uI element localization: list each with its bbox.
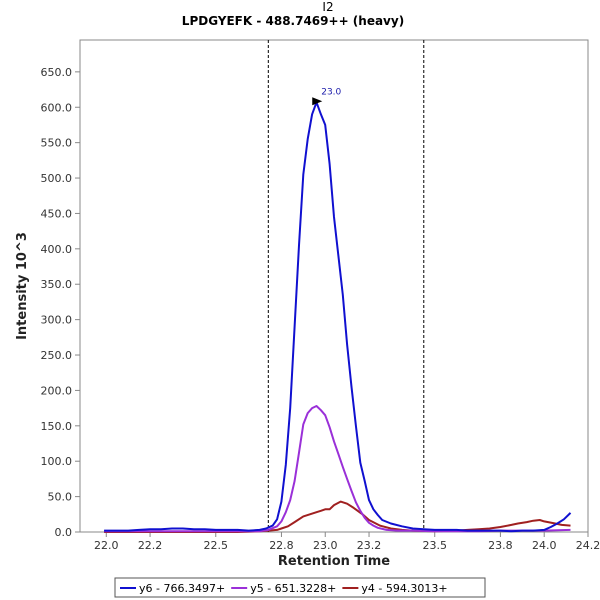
- chart-title: I2: [322, 0, 333, 14]
- y-tick-label: 0.0: [55, 526, 73, 539]
- legend-box: [114, 577, 486, 598]
- x-tick-label: 22.0: [94, 539, 119, 552]
- x-tick-label: 22.5: [204, 539, 229, 552]
- y-tick-label: 550.0: [41, 137, 73, 150]
- y-tick-label: 100.0: [41, 455, 73, 468]
- x-tick-label: 23.5: [422, 539, 447, 552]
- y-axis-label: Intensity 10^3: [15, 232, 30, 340]
- y-tick-label: 600.0: [41, 101, 73, 114]
- y-tick-label: 500.0: [41, 172, 73, 185]
- series-line: [104, 101, 572, 533]
- legend: y6 - 766.3497+ y5 - 651.3228+ y4 - 594.301…: [114, 577, 486, 598]
- x-axis: 22.0 22.2 22.5 22.8 23.0 23.2 23.5 23.8 24.0 24.2: [94, 532, 600, 552]
- y-tick-label: 300.0: [41, 314, 73, 327]
- x-tick-label: 22.2: [138, 539, 163, 552]
- chart-subtitle: LPDGYEFK - 488.7469++ (heavy): [182, 14, 404, 28]
- y-tick-label: 250.0: [41, 349, 73, 362]
- y-tick-label: 350.0: [41, 278, 73, 291]
- x-tick-label: 24.2: [576, 539, 600, 552]
- y-tick-label: 50.0: [48, 491, 73, 504]
- y-tick-label: 200.0: [41, 384, 73, 397]
- x-tick-label: 23.0: [313, 539, 338, 552]
- peak-annotation-layer: 23.0: [312, 87, 342, 106]
- x-tick-label: 22.8: [269, 539, 294, 552]
- retention-bounds: [267, 40, 425, 532]
- legend-entry: y6 - 766.3497+: [139, 582, 225, 595]
- y-tick-label: 650.0: [41, 66, 73, 79]
- y-tick-label: 150.0: [41, 420, 73, 433]
- legend-entry: y4 - 594.3013+: [361, 582, 447, 595]
- y-tick-label: 400.0: [41, 243, 73, 256]
- plot-area: [79, 39, 589, 533]
- series-layer: [104, 101, 572, 533]
- peak-marker: [312, 97, 323, 106]
- legend-entry: y5 - 651.3228+: [250, 582, 336, 595]
- y-tick-label: 450.0: [41, 207, 73, 220]
- x-axis-label: Retention Time: [278, 554, 390, 569]
- y-axis: 0.0 50.0 100.0 150.0 200.0 250.0 300.0 350.0 400…: [41, 66, 80, 539]
- x-tick-label: 23.8: [488, 539, 513, 552]
- x-tick-label: 24.0: [532, 539, 557, 552]
- series-line: [104, 405, 571, 533]
- peak-label: 23.0: [321, 87, 341, 97]
- x-tick-label: 23.2: [357, 539, 382, 552]
